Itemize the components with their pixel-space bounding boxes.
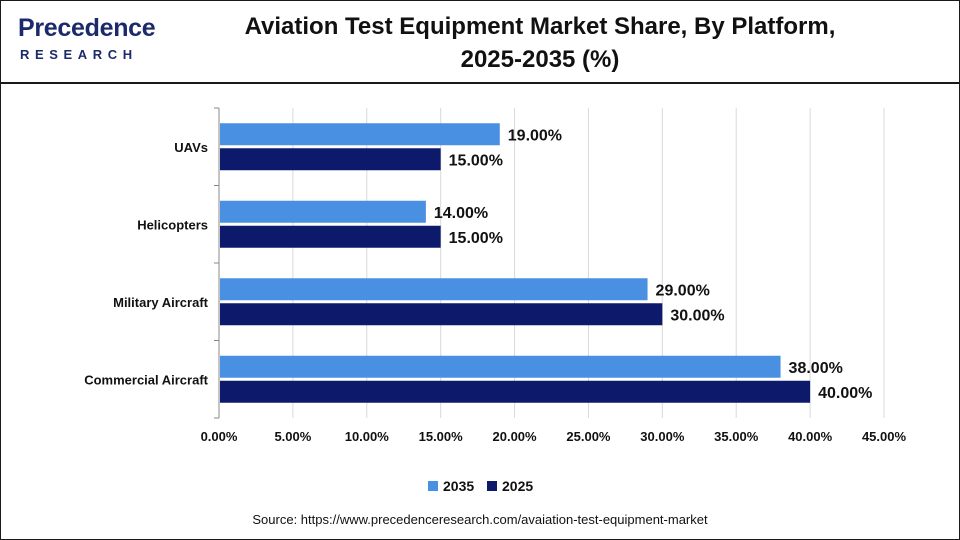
x-tick-label: 30.00% [640, 429, 685, 444]
data-label: 15.00% [449, 230, 503, 247]
bar-2035 [220, 200, 426, 223]
logo-subtitle: RESEARCH [20, 47, 138, 62]
bar-2025 [220, 148, 441, 171]
legend-swatch-2025 [487, 481, 497, 491]
legend-swatch-2035 [428, 481, 438, 491]
chart-title-line-2: 2025-2035 (%) [460, 46, 620, 73]
category-label: Helicopters [137, 217, 208, 232]
logo-brand: Precedence [18, 14, 156, 42]
x-tick-label: 15.00% [419, 429, 464, 444]
x-tick-label: 20.00% [493, 429, 538, 444]
chart-title-line-1: Aviation Test Equipment Market Share, By… [244, 13, 836, 40]
legend-label: 2025 [502, 478, 533, 494]
x-tick-label: 10.00% [345, 429, 390, 444]
x-tick-label: 45.00% [862, 429, 907, 444]
x-tick-label: 25.00% [566, 429, 611, 444]
precedence-research-logo: Precedence RESEARCH [18, 14, 168, 66]
x-tick-label: 0.00% [201, 429, 238, 444]
bar-2025 [220, 303, 663, 326]
data-label: 15.00% [449, 152, 503, 169]
legend-label: 2035 [443, 478, 474, 494]
category-label: Military Aircraft [113, 295, 209, 310]
x-tick-label: 35.00% [714, 429, 759, 444]
header: Precedence RESEARCH Aviation Test Equipm… [0, 0, 960, 84]
chart-title: Aviation Test Equipment Market Share, By… [200, 10, 880, 76]
bar-2035 [220, 123, 500, 146]
bar-2035 [220, 278, 648, 301]
bar-2025 [220, 225, 441, 248]
data-label: 19.00% [508, 127, 562, 144]
data-label: 38.00% [789, 360, 843, 377]
source-note: Source: https://www.precedenceresearch.c… [252, 512, 708, 527]
bar-2035 [220, 355, 781, 378]
data-label: 30.00% [670, 307, 724, 324]
bar-chart: UAVs 19.00% 15.00% Helicopters 14.00% 15.00% M… [84, 107, 907, 494]
data-label: 14.00% [434, 205, 488, 222]
data-label: 29.00% [656, 282, 710, 299]
data-label: 40.00% [818, 385, 872, 402]
bar-2025 [220, 380, 811, 403]
category-label: Commercial Aircraft [84, 372, 208, 387]
x-tick-label: 40.00% [788, 429, 833, 444]
category-label: UAVs [174, 140, 208, 155]
x-tick-label: 5.00% [274, 429, 311, 444]
